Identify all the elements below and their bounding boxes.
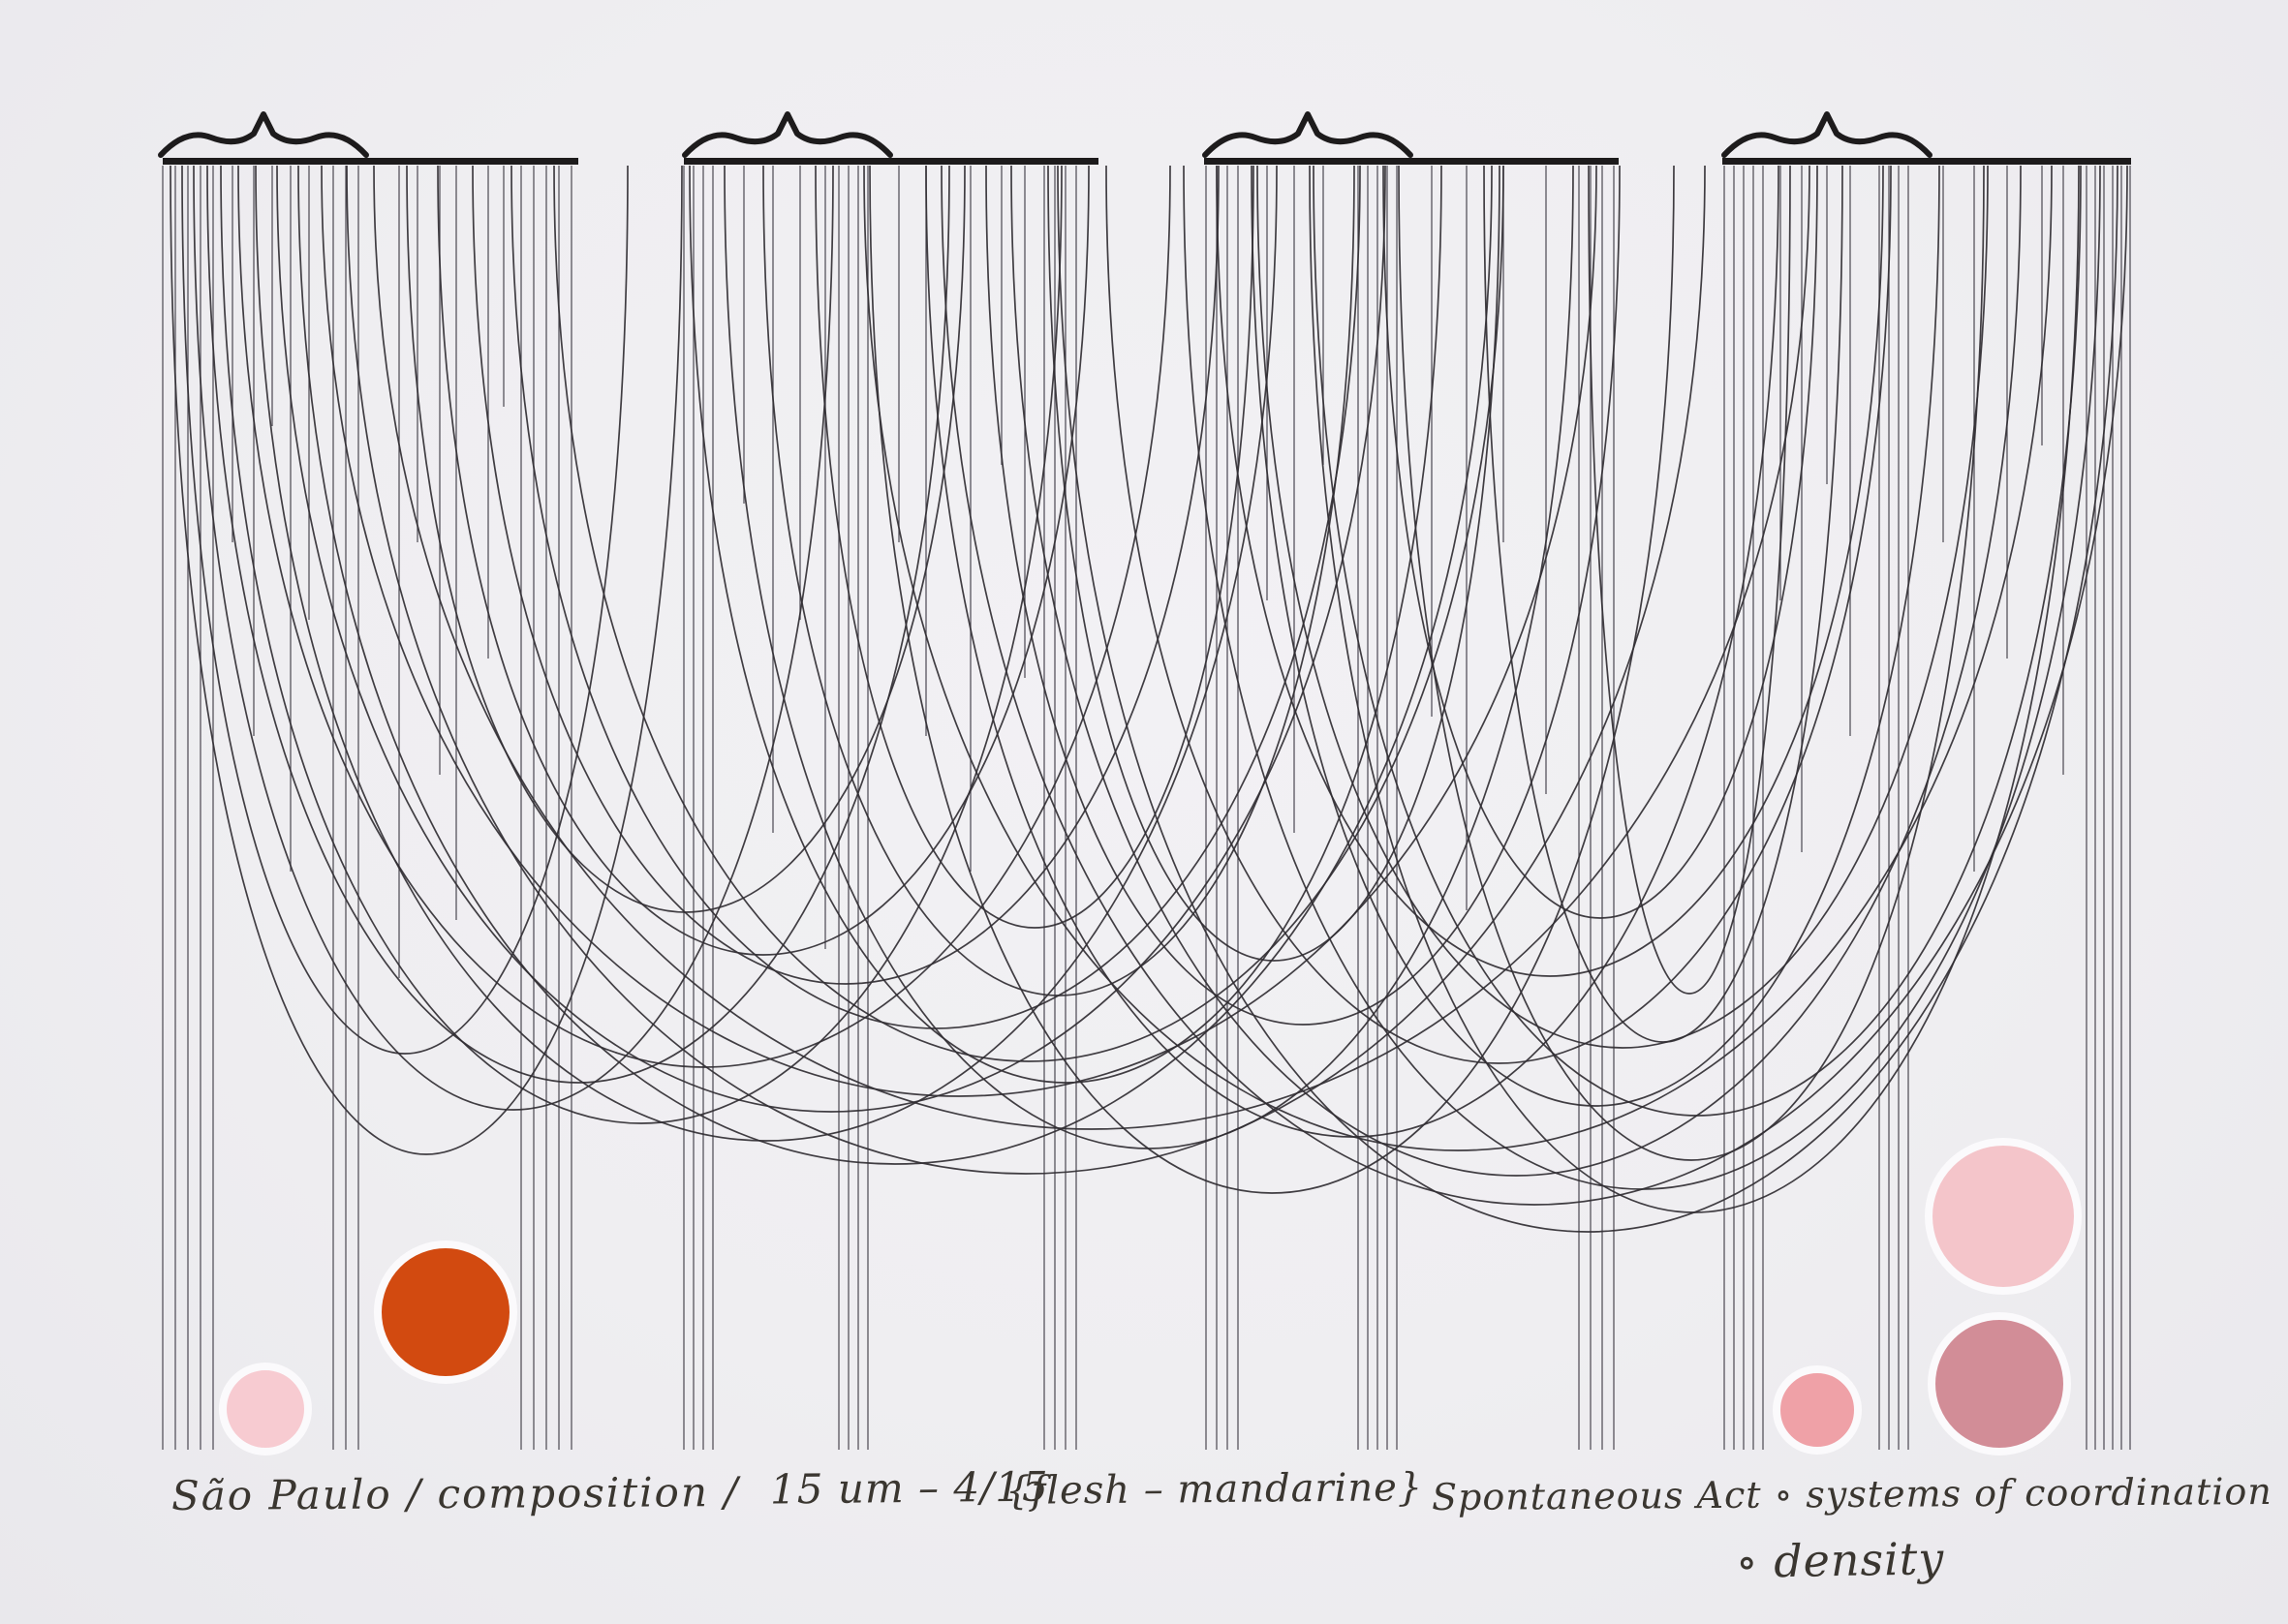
top-bar	[1722, 158, 2131, 165]
caption-colors: {flesh – mandarine}	[1005, 1465, 1424, 1514]
dot-large-pink-right	[1925, 1138, 2082, 1295]
dot-orange	[374, 1241, 517, 1384]
brace-ornament	[1721, 111, 1932, 158]
hanging-curve	[255, 165, 1278, 1142]
brace-ornament	[1202, 111, 1413, 158]
hanging-curve	[276, 165, 1386, 1113]
hanging-curve	[220, 165, 1063, 1124]
hanging-curve	[1309, 165, 2080, 1213]
top-bar	[684, 158, 1098, 165]
hanging-curve	[1398, 165, 1985, 1161]
hanging-curve	[941, 165, 2128, 1206]
hanging-curve	[321, 165, 1597, 1097]
hanging-curve	[815, 165, 1254, 929]
hanging-curve	[1057, 165, 2118, 1233]
top-bar	[1204, 158, 1619, 165]
hanging-curve	[724, 165, 1574, 1149]
hanging-curve	[406, 165, 966, 913]
hanging-curve	[510, 165, 1361, 1029]
hanging-curve	[869, 165, 1675, 1194]
brace-ornament	[158, 111, 369, 158]
dot-small-pink-left	[219, 1363, 312, 1455]
top-bar	[163, 158, 578, 165]
caption-systems: Spontaneous Act ∘ systems of coordinatio…	[1431, 1469, 2273, 1519]
hanging-curve	[1256, 165, 1989, 1049]
caption-location: São Paulo / composition /	[170, 1467, 740, 1520]
hanging-curve	[1047, 165, 1500, 962]
hanging-curve	[1216, 165, 1884, 977]
hanging-curve	[297, 165, 1493, 1165]
hanging-curve	[206, 165, 950, 1084]
hanging-curve	[925, 165, 1779, 1138]
hanging-curve	[346, 165, 1706, 1175]
hanging-curve	[193, 165, 834, 1111]
hanging-curve	[689, 165, 1442, 1084]
hanging-curve	[170, 165, 683, 1155]
dot-rose-right	[1928, 1312, 2071, 1455]
brace-ornament	[682, 111, 893, 158]
hanging-curve	[553, 165, 1504, 1062]
hanging-curve	[985, 165, 1621, 1026]
hanging-curve	[237, 165, 1171, 1068]
hanging-curve	[1382, 165, 1818, 919]
hanging-curve	[373, 165, 1810, 1130]
caption-density: ∘ density	[1735, 1532, 1945, 1588]
hanging-curve	[1588, 165, 1791, 995]
hanging-curve	[1010, 165, 2022, 1177]
hanging-curve	[762, 165, 1355, 996]
hanging-curve	[472, 165, 1220, 985]
hanging-curve	[437, 165, 1090, 956]
hanging-curve	[1105, 165, 1892, 1064]
hanging-curve	[1483, 165, 1843, 1043]
hanging-curve	[181, 165, 629, 1055]
hanging-curve	[1183, 165, 2101, 1190]
hanging-curve	[863, 165, 2053, 1151]
hanging-curve	[1251, 165, 1940, 1107]
dot-small-salmon-right	[1773, 1365, 1862, 1455]
